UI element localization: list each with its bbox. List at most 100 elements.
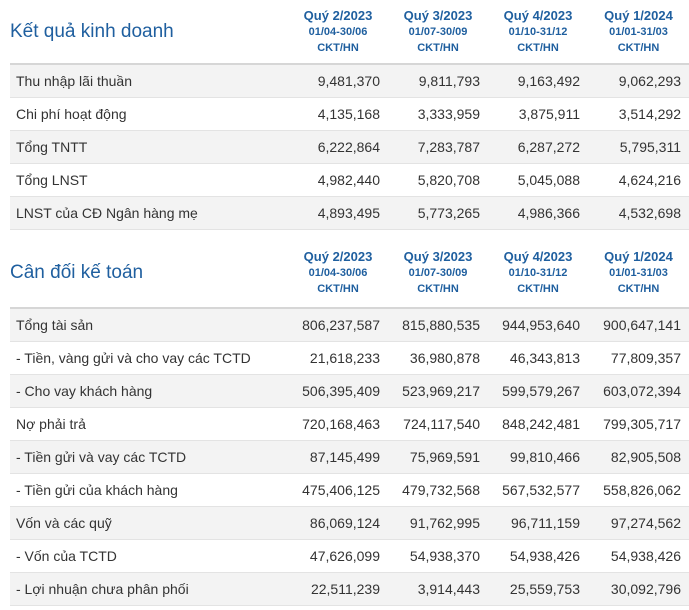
quarter-header: Quý 3/2023 01/07-30/09 CKT/HN (388, 238, 488, 308)
row-value: 46,343,813 (488, 341, 588, 375)
quarter-range: 01/01-31/03 (609, 25, 668, 38)
quarter-range: 01/10-31/12 (508, 25, 568, 38)
row-value: 5,795,311 (588, 130, 689, 164)
row-value: 6,287,272 (488, 130, 588, 164)
row-value: 9,811,793 (388, 63, 488, 98)
row-value: 82,905,508 (588, 440, 689, 474)
table-row: Chi phí hoạt động 4,135,168 3,333,959 3,875… (10, 97, 689, 131)
row-value: 22,511,239 (288, 572, 388, 606)
quarter-range: 01/01-31/03 (609, 266, 668, 279)
table-row: - Lợi nhuận chưa phân phối 22,511,239 3,91… (10, 572, 689, 606)
row-value: 47,626,099 (288, 539, 388, 573)
row-label: Nợ phải trả (10, 407, 288, 441)
row-value: 720,168,463 (288, 407, 388, 441)
row-value: 4,532,698 (588, 196, 689, 230)
row-label: Vốn và các quỹ (10, 506, 288, 540)
section-gap (10, 230, 689, 239)
row-value: 806,237,587 (288, 307, 388, 342)
row-label: LNST của CĐ Ngân hàng mẹ (10, 196, 288, 230)
row-value: 603,072,394 (588, 374, 689, 408)
balance-section-title: Cân đối kế toán (10, 261, 144, 283)
row-value: 30,092,796 (588, 572, 689, 606)
quarter-header: Quý 1/2024 01/01-31/03 CKT/HN (588, 0, 689, 64)
row-value: 4,982,440 (288, 163, 388, 197)
row-value: 54,938,426 (488, 539, 588, 573)
quarter-header: Quý 2/2023 01/04-30/06 CKT/HN (288, 0, 388, 64)
quarter-range: 01/04-30/06 (308, 266, 368, 279)
row-value: 9,163,492 (488, 63, 588, 98)
quarter-label: Quý 2/2023 (303, 7, 373, 23)
row-label: - Tiền gửi và vay các TCTD (10, 440, 288, 474)
row-value: 54,938,370 (388, 539, 488, 573)
row-value: 9,062,293 (588, 63, 689, 98)
row-label: - Lợi nhuận chưa phân phối (10, 572, 288, 606)
row-value: 4,893,495 (288, 196, 388, 230)
quarter-label: Quý 3/2023 (403, 7, 473, 23)
row-value: 724,117,540 (388, 407, 488, 441)
row-value: 567,532,577 (488, 473, 588, 507)
row-value: 5,820,708 (388, 163, 488, 197)
quarter-header: Quý 3/2023 01/07-30/09 CKT/HN (388, 0, 488, 64)
row-label: Tổng TNTT (10, 130, 288, 164)
row-value: 3,914,443 (388, 572, 488, 606)
row-value: 944,953,640 (488, 307, 588, 342)
quarter-label: Quý 3/2023 (403, 248, 473, 264)
row-label: Thu nhập lãi thuần (10, 63, 288, 98)
row-value: 54,938,426 (588, 539, 689, 573)
row-value: 5,045,088 (488, 163, 588, 197)
table-row: Thu nhập lãi thuần 9,481,370 9,811,793 9,16… (10, 63, 689, 98)
quarter-header: Quý 2/2023 01/04-30/06 CKT/HN (288, 238, 388, 308)
table-row: - Tiền gửi của khách hàng 475,406,125 479,… (10, 473, 689, 507)
table-row: - Vốn của TCTD 47,626,099 54,938,370 54,938… (10, 539, 689, 573)
table-row: - Tiền gửi và vay các TCTD 87,145,499 75,9… (10, 440, 689, 474)
row-value: 6,222,864 (288, 130, 388, 164)
quarter-unit: CKT/HN (417, 41, 459, 54)
financial-summary: Kết quả kinh doanh Quý 2/2023 01/04-30/06 C… (10, 0, 689, 606)
quarter-label: Quý 1/2024 (604, 248, 673, 264)
table-row: Tổng TNTT 6,222,864 7,283,787 6,287,272 5,79… (10, 130, 689, 164)
quarter-label: Quý 4/2023 (503, 248, 573, 264)
quarter-unit: CKT/HN (317, 282, 359, 295)
table-row: Tổng LNST 4,982,440 5,820,708 5,045,088 4,62… (10, 163, 689, 197)
table-row: - Cho vay khách hàng 506,395,409 523,969,2… (10, 374, 689, 408)
quarter-label: Quý 4/2023 (503, 7, 573, 23)
row-value: 9,481,370 (288, 63, 388, 98)
table-row: Tổng tài sản 806,237,587 815,880,535 944,95… (10, 307, 689, 342)
row-value: 75,969,591 (388, 440, 488, 474)
section-gap-cell (10, 230, 689, 239)
row-value: 5,773,265 (388, 196, 488, 230)
row-value: 506,395,409 (288, 374, 388, 408)
table-row: - Tiền, vàng gửi và cho vay các TCTD 21,6… (10, 341, 689, 375)
row-value: 36,980,878 (388, 341, 488, 375)
quarter-unit: CKT/HN (617, 282, 660, 295)
row-value: 4,986,366 (488, 196, 588, 230)
row-value: 523,969,217 (388, 374, 488, 408)
quarter-header: Quý 1/2024 01/01-31/03 CKT/HN (588, 238, 689, 308)
row-value: 7,283,787 (388, 130, 488, 164)
row-label: - Tiền, vàng gửi và cho vay các TCTD (10, 341, 288, 375)
quarter-unit: CKT/HN (517, 41, 559, 54)
table-row: Nợ phải trả 720,168,463 724,117,540 848,242… (10, 407, 689, 441)
quarter-range: 01/07-30/09 (408, 25, 468, 38)
row-label: - Vốn của TCTD (10, 539, 288, 573)
row-value: 3,875,911 (488, 97, 588, 131)
table-row: LNST của CĐ Ngân hàng mẹ 4,893,495 5,773,2… (10, 196, 689, 230)
row-label: Chi phí hoạt động (10, 97, 288, 131)
row-value: 848,242,481 (488, 407, 588, 441)
quarter-range: 01/04-30/06 (308, 25, 368, 38)
financial-table: Kết quả kinh doanh Quý 2/2023 01/04-30/06 C… (10, 0, 689, 606)
row-value: 91,762,995 (388, 506, 488, 540)
row-value: 97,274,562 (588, 506, 689, 540)
row-value: 479,732,568 (388, 473, 488, 507)
income-header-row: Kết quả kinh doanh Quý 2/2023 01/04-30/06 C… (10, 0, 689, 64)
row-value: 900,647,141 (588, 307, 689, 342)
row-value: 4,624,216 (588, 163, 689, 197)
row-value: 86,069,124 (288, 506, 388, 540)
row-value: 87,145,499 (288, 440, 388, 474)
quarter-range: 01/10-31/12 (508, 266, 568, 279)
row-value: 21,618,233 (288, 341, 388, 375)
row-label: Tổng tài sản (10, 307, 288, 342)
quarter-unit: CKT/HN (517, 282, 559, 295)
quarter-unit: CKT/HN (617, 41, 660, 54)
quarter-unit: CKT/HN (317, 41, 359, 54)
